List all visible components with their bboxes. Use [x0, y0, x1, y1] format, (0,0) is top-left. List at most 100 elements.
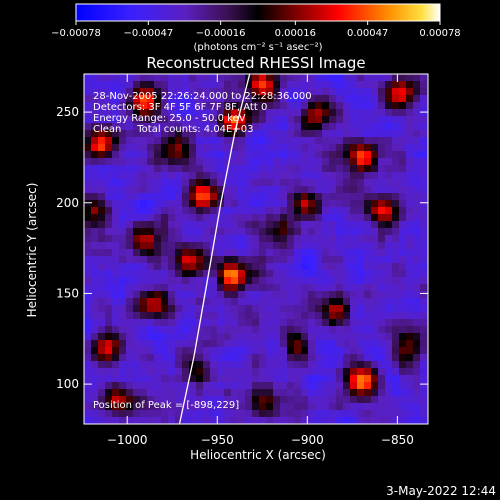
- heat-cell: [266, 354, 274, 362]
- heat-cell: [287, 186, 295, 194]
- heat-cell: [273, 319, 281, 327]
- heat-cell: [196, 186, 204, 194]
- heat-cell: [392, 340, 400, 348]
- heat-cell: [133, 200, 141, 208]
- heat-cell: [238, 123, 246, 131]
- heat-cell: [385, 277, 393, 285]
- heat-cell: [84, 312, 92, 320]
- heat-cell: [399, 382, 407, 390]
- heat-cell: [315, 256, 323, 264]
- heat-cell: [406, 403, 414, 411]
- heat-cell: [238, 396, 246, 404]
- heat-cell: [147, 312, 155, 320]
- heat-cell: [98, 137, 106, 145]
- heat-cell: [231, 396, 239, 404]
- heat-cell: [399, 242, 407, 250]
- heat-cell: [112, 319, 120, 327]
- heat-cell: [119, 95, 127, 103]
- heat-cell: [301, 102, 309, 110]
- heat-cell: [168, 312, 176, 320]
- heat-cell: [140, 312, 148, 320]
- heat-cell: [406, 95, 414, 103]
- heat-cell: [203, 249, 211, 257]
- heat-cell: [119, 123, 127, 131]
- heat-cell: [196, 158, 204, 166]
- heat-cell: [210, 340, 218, 348]
- heat-cell: [350, 263, 358, 271]
- heat-cell: [322, 375, 330, 383]
- heat-cell: [371, 74, 379, 82]
- heat-cell: [238, 319, 246, 327]
- heat-cell: [329, 298, 337, 306]
- heat-cell: [133, 116, 141, 124]
- heat-cell: [140, 270, 148, 278]
- heat-cell: [350, 375, 358, 383]
- heat-cell: [343, 340, 351, 348]
- heat-cell: [175, 81, 183, 89]
- heat-cell: [112, 193, 120, 201]
- heat-cell: [210, 361, 218, 369]
- heat-cell: [245, 158, 253, 166]
- heat-cell: [112, 200, 120, 208]
- heat-cell: [371, 298, 379, 306]
- heat-cell: [322, 186, 330, 194]
- heat-cell: [98, 347, 106, 355]
- heat-cell: [140, 193, 148, 201]
- heat-cell: [98, 375, 106, 383]
- heat-cell: [294, 137, 302, 145]
- heat-cell: [105, 305, 113, 313]
- heat-cell: [343, 151, 351, 159]
- heat-cell: [231, 284, 239, 292]
- heat-cell: [161, 382, 169, 390]
- heat-cell: [112, 123, 120, 131]
- heat-cell: [399, 193, 407, 201]
- heat-cell: [308, 165, 316, 173]
- heat-cell: [112, 368, 120, 376]
- heat-cell: [91, 81, 99, 89]
- heat-cell: [420, 389, 428, 397]
- heat-cell: [336, 403, 344, 411]
- heat-cell: [182, 179, 190, 187]
- heat-cell: [266, 298, 274, 306]
- heat-cell: [91, 410, 99, 418]
- heat-cell: [175, 123, 183, 131]
- heat-cell: [266, 193, 274, 201]
- heat-cell: [301, 382, 309, 390]
- heat-cell: [252, 284, 260, 292]
- heat-cell: [322, 221, 330, 229]
- heat-cell: [112, 340, 120, 348]
- heat-cell: [273, 312, 281, 320]
- heat-cell: [91, 284, 99, 292]
- heat-cell: [147, 277, 155, 285]
- heat-cell: [189, 214, 197, 222]
- heat-cell: [413, 326, 421, 334]
- heat-cell: [350, 284, 358, 292]
- heat-cell: [231, 403, 239, 411]
- heat-cell: [336, 417, 344, 424]
- x-tick-label: −950: [201, 433, 234, 447]
- heat-cell: [98, 144, 106, 152]
- heat-cell: [350, 368, 358, 376]
- heat-cell: [189, 109, 197, 117]
- heat-cell: [294, 165, 302, 173]
- heat-cell: [84, 396, 92, 404]
- heat-cell: [112, 284, 120, 292]
- heat-cell: [189, 319, 197, 327]
- heat-cell: [315, 193, 323, 201]
- heat-cell: [133, 347, 141, 355]
- heat-cell: [133, 319, 141, 327]
- heat-cell: [406, 102, 414, 110]
- heat-cell: [406, 291, 414, 299]
- heat-cell: [182, 102, 190, 110]
- heat-cell: [357, 179, 365, 187]
- heat-cell: [350, 298, 358, 306]
- heat-cell: [175, 291, 183, 299]
- heat-cell: [238, 284, 246, 292]
- heat-cell: [371, 95, 379, 103]
- heat-cell: [126, 347, 134, 355]
- heat-cell: [161, 417, 169, 424]
- info-energy-range: Energy Range: 25.0 - 50.0 keV: [93, 113, 246, 124]
- heat-cell: [112, 417, 120, 424]
- heat-cell: [329, 319, 337, 327]
- heat-cell: [259, 256, 267, 264]
